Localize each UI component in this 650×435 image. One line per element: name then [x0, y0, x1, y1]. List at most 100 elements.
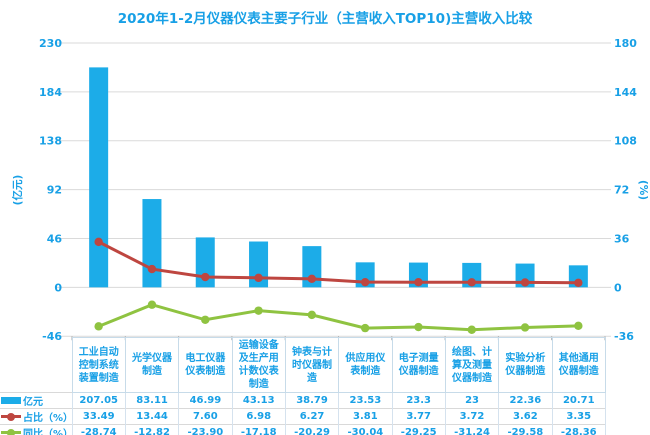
- left-axis-tick-label: -46: [42, 330, 62, 343]
- bar: [249, 241, 269, 288]
- table-value-cell: 6.98: [231, 408, 286, 425]
- category-header-cell: 工业自动控制系统装置制造: [71, 337, 126, 393]
- table-value-cell: 3.62: [498, 408, 553, 425]
- right-axis-tick-label: 180: [614, 37, 637, 50]
- table-value-cell: 7.60: [178, 408, 233, 425]
- legend-line-swatch-icon: [1, 428, 21, 435]
- right-axis-tick-label: 0: [614, 281, 622, 294]
- category-header-cell: 光学仪器制造: [124, 337, 180, 393]
- right-axis-tick-label: 144: [614, 86, 637, 99]
- table-value-cell: -17.18: [231, 424, 286, 435]
- share-point: [94, 237, 103, 247]
- legend-label: 占比（%）: [23, 413, 73, 424]
- bar: [302, 246, 322, 288]
- category-header-cell: 其他通用仪器制造: [551, 337, 607, 393]
- yoy-point: [574, 321, 583, 331]
- legend-line-swatch-icon: [1, 412, 21, 421]
- table-value-cell: 207.05: [71, 392, 126, 409]
- bar: [89, 67, 109, 288]
- legend-label: 亿元: [23, 397, 43, 408]
- share-point: [147, 264, 157, 274]
- share-point: [467, 278, 476, 287]
- table-value-cell: 23.3: [391, 392, 446, 409]
- left-axis-tick-label: 184: [39, 86, 62, 99]
- table-value-cell: 23: [444, 392, 500, 409]
- left-axis-tick-label: 230: [39, 37, 62, 50]
- legend-cell: 占比（%）: [0, 408, 73, 425]
- yoy-point: [254, 306, 263, 315]
- table-value-cell: -29.25: [391, 424, 446, 435]
- left-axis-tick-label: 0: [54, 281, 62, 294]
- table-value-cell: -31.24: [444, 424, 500, 435]
- yoy-line: [98, 303, 579, 332]
- left-axis-tick-label: 46: [47, 232, 63, 245]
- legend-label: 同比（%）: [23, 429, 73, 435]
- table-value-cell: -29.58: [498, 424, 553, 435]
- yoy-point: [201, 315, 210, 324]
- table-value-cell: 3.77: [391, 408, 446, 425]
- legend-item: 亿元: [0, 394, 71, 408]
- table-value-cell: -30.04: [338, 424, 393, 435]
- right-axis-tick-label: 36: [614, 232, 630, 245]
- right-axis-tick-label: 108: [614, 135, 637, 148]
- table-value-cell: 3.81: [338, 408, 393, 425]
- yoy-point: [147, 300, 157, 309]
- table-value-cell: 3.35: [551, 408, 607, 425]
- yoy-point: [94, 322, 103, 331]
- table-row: 同比（%） -28.74 -12.82 -23.90 -17.18 -20.29 -30.0…: [0, 424, 607, 435]
- legend-dot: [7, 428, 15, 435]
- yoy-point: [307, 310, 317, 320]
- table-value-cell: -28.36: [551, 424, 607, 435]
- table-value-cell: 43.13: [231, 392, 286, 409]
- category-header-cell: 实验分析仪器制造: [498, 337, 553, 393]
- table-row: 占比（%） 33.49 13.44 7.60 6.98 6.27 3.81 3.77 3.72 3…: [0, 408, 607, 425]
- left-axis-title: (亿元): [11, 175, 24, 206]
- legend-bar-swatch-icon: [1, 397, 21, 404]
- legend-cell: 同比（%）: [0, 424, 73, 435]
- share-point: [254, 273, 263, 283]
- category-header-cell: 供应用仪表制造: [338, 337, 393, 393]
- data-table: 工业自动控制系统装置制造 光学仪器制造 电工仪器仪表制造 运输设备及生产用计数仪表制造…: [0, 337, 607, 435]
- table-value-cell: 22.36: [498, 392, 553, 409]
- share-point: [414, 278, 423, 287]
- table-value-cell: -28.74: [71, 424, 126, 435]
- share-point: [307, 274, 317, 284]
- share-point: [201, 272, 210, 282]
- share-point: [574, 278, 583, 287]
- yoy-point: [520, 323, 530, 332]
- table-value-cell: 33.49: [71, 408, 126, 425]
- table-value-cell: 23.53: [338, 392, 393, 409]
- table-value-cell: -12.82: [124, 424, 180, 435]
- legend-dot: [7, 412, 15, 421]
- legend-item: 同比（%）: [0, 426, 73, 435]
- table-value-cell: 3.72: [444, 408, 500, 425]
- yoy-point: [360, 323, 370, 333]
- yoy-point: [414, 322, 423, 332]
- table-value-cell: 38.79: [284, 392, 340, 409]
- table-row: 亿元 207.05 83.11 46.99 43.13 38.79 23.53 23.3 23 2…: [0, 392, 607, 409]
- yoy-point: [467, 325, 476, 334]
- table-value-cell: -20.29: [284, 424, 340, 435]
- table-value-cell: 83.11: [124, 392, 180, 409]
- bar: [142, 199, 162, 288]
- right-axis-tick-label: -36: [614, 330, 634, 343]
- right-axis-title: (%): [637, 180, 649, 200]
- category-header-cell: 绘图、计算及测量仪器制造: [444, 337, 500, 393]
- legend-item: 占比（%）: [0, 410, 73, 424]
- left-axis-tick-label: 92: [47, 184, 62, 197]
- right-axis-tick-label: 72: [614, 184, 629, 197]
- legend-cell: 亿元: [0, 392, 73, 409]
- table-value-cell: 20.71: [551, 392, 607, 409]
- share-line: [97, 240, 579, 285]
- category-header-cell: 运输设备及生产用计数仪表制造: [231, 337, 286, 393]
- share-point: [360, 277, 370, 287]
- category-header-cell: 电工仪器仪表制造: [178, 337, 233, 393]
- table-value-cell: 13.44: [124, 408, 180, 425]
- table-value-cell: 6.27: [284, 408, 340, 425]
- chart-title: 2020年1-2月仪器仪表主要子行业（主营收入TOP10)主营收入比较: [117, 11, 533, 27]
- category-header-cell: 钟表与计时仪器制造: [284, 337, 340, 393]
- category-header-cell: 电子测量仪器制造: [391, 337, 446, 393]
- plot-area: 230 180 184 144 138 108 92 72 46 36 0 0 -46 -36 (亿元) (%…: [11, 37, 649, 343]
- table-value-cell: -23.90: [178, 424, 233, 435]
